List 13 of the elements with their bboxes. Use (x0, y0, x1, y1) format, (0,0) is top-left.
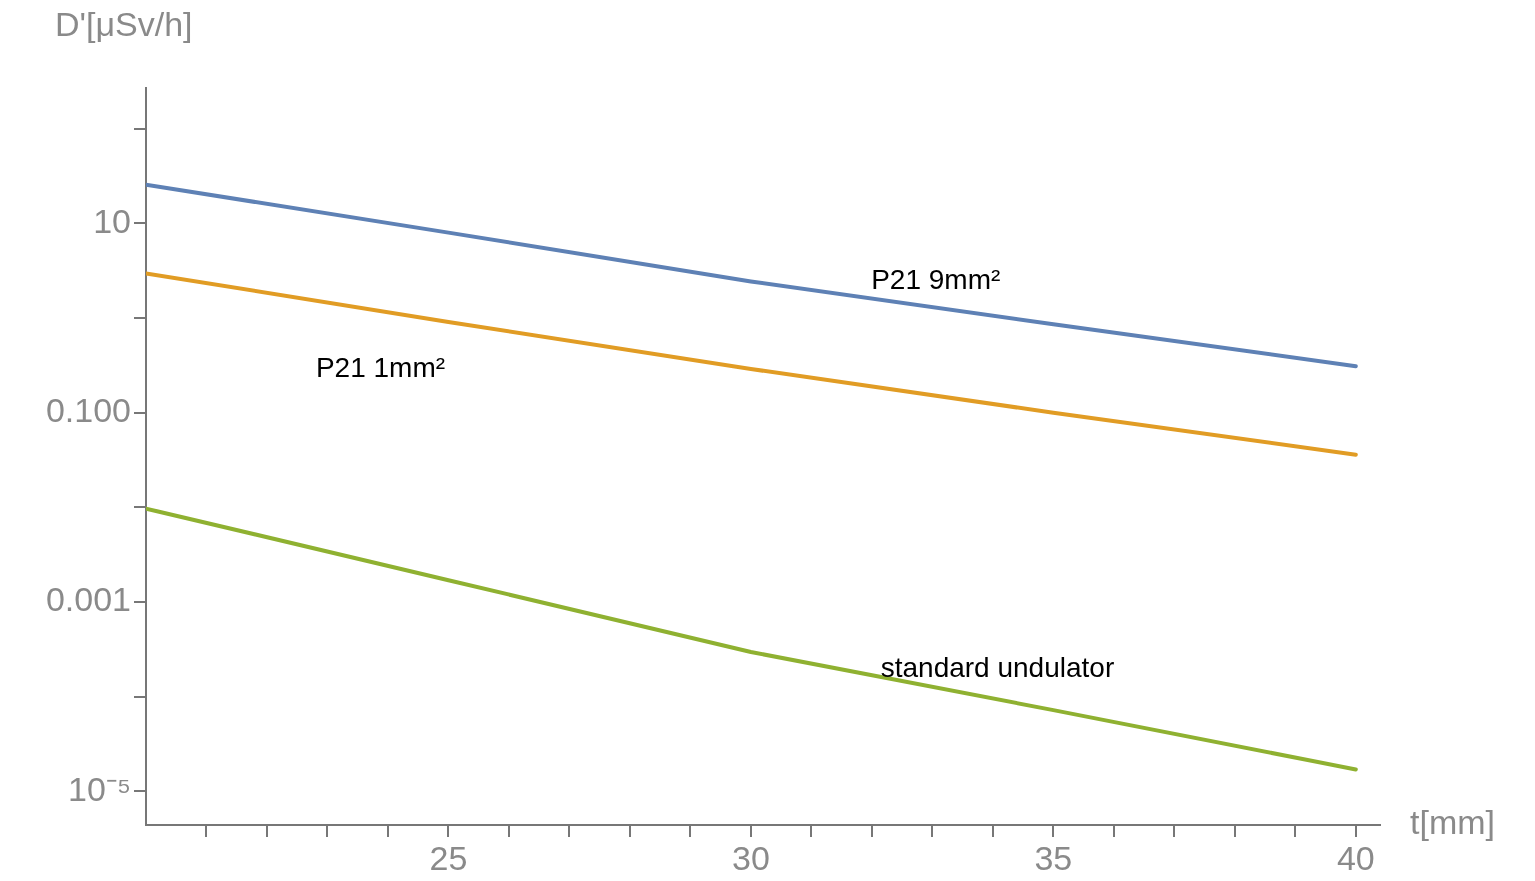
y-tick-label: 10⁻⁵ (68, 769, 131, 808)
series-label: P21 9mm² (871, 264, 1001, 296)
x-axis-title: t[mm] (1410, 803, 1495, 842)
x-tick-label: 40 (1336, 838, 1375, 877)
series-label: P21 1mm² (315, 351, 446, 383)
x-tick-label: 25 (429, 838, 468, 877)
y-tick-label: 0.100 (45, 391, 131, 430)
series-label: standard undulator (880, 652, 1115, 684)
y-tick-label: 0.001 (45, 580, 131, 619)
x-tick-label: 35 (1034, 838, 1073, 877)
x-tick-label: 30 (731, 838, 770, 877)
y-axis-title: D'[μSv/h] (55, 5, 193, 44)
y-tick-label: 10 (93, 201, 131, 240)
